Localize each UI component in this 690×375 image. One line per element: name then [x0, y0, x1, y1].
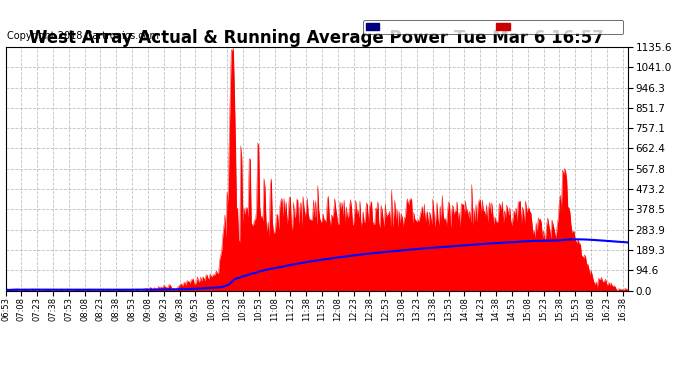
Title: West Array Actual & Running Average Power Tue Mar 6 16:57: West Array Actual & Running Average Powe… [29, 29, 604, 47]
Text: Copyright 2018 Cartronics.com: Copyright 2018 Cartronics.com [7, 32, 159, 41]
Legend: Average  (DC Watts), West Array  (DC Watts): Average (DC Watts), West Array (DC Watts… [363, 20, 623, 34]
